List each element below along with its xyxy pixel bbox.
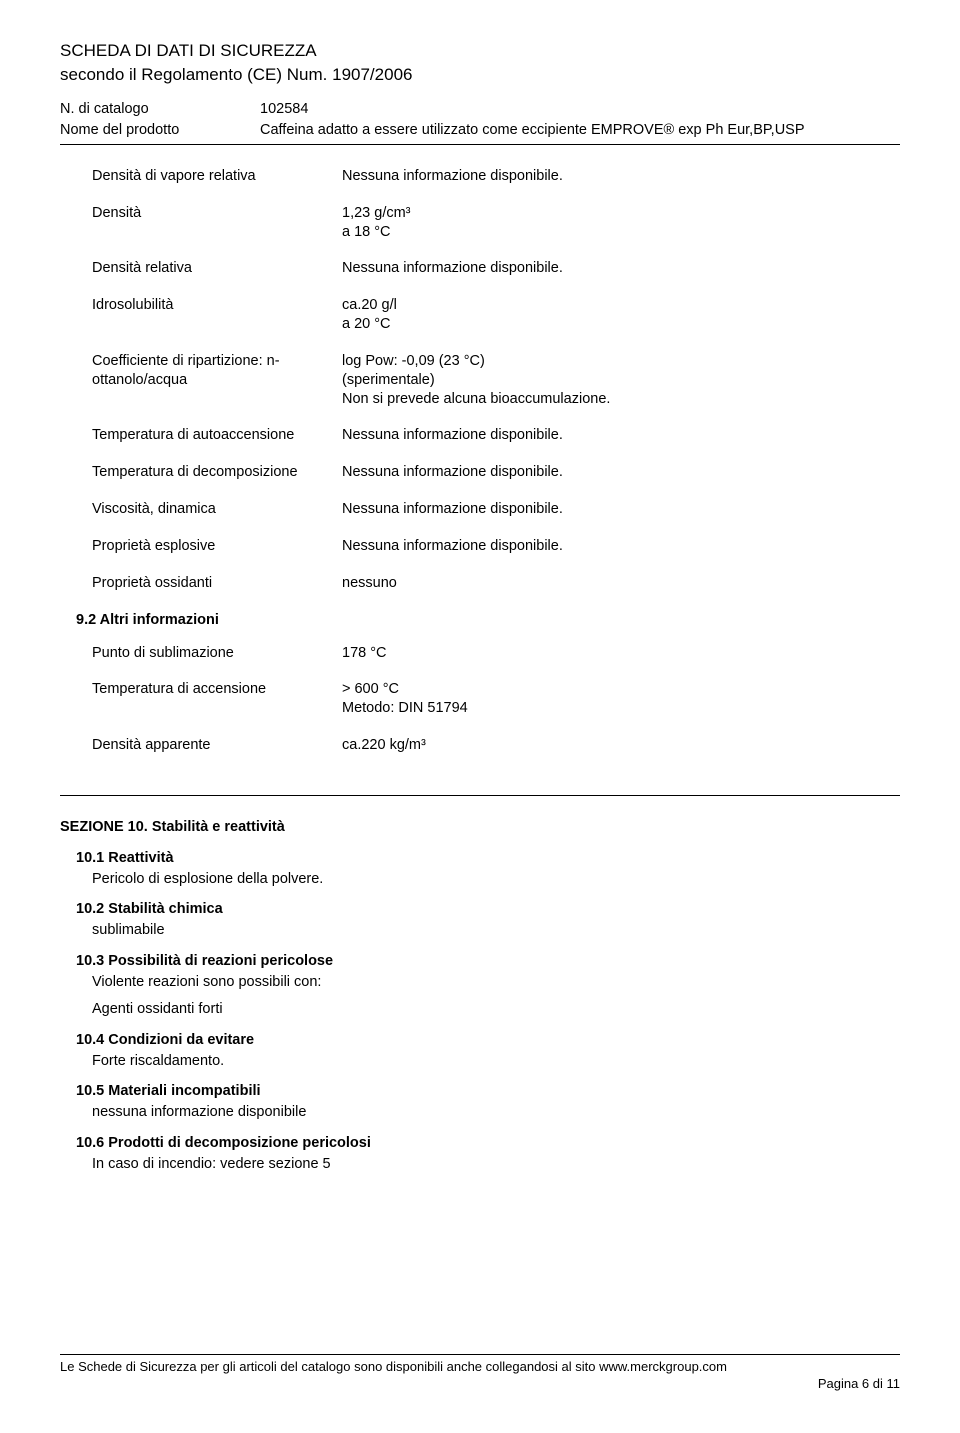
prop-value: 178 °C [342, 644, 900, 663]
section-10-1-body: Pericolo di esplosione della polvere. [92, 870, 900, 889]
prop-label: Densità relativa [92, 259, 342, 278]
page-footer: Le Schede di Sicurezza per gli articoli … [60, 1354, 900, 1393]
section-10-2-body: sublimabile [92, 921, 900, 940]
prop-label: Coefficiente di ripartizione: n-ottanolo… [92, 352, 342, 390]
prop-value: Nessuna informazione disponibile. [342, 463, 900, 482]
section-10-1-title: 10.1 Reattività [76, 849, 900, 868]
prop-value: Nessuna informazione disponibile. [342, 537, 900, 556]
section-10-6-body: In caso di incendio: vedere sezione 5 [92, 1155, 900, 1174]
prop-value: nessuno [342, 574, 900, 593]
prop-label: Viscosità, dinamica [92, 500, 342, 519]
properties-block: Densità di vapore relativaNessuna inform… [92, 167, 900, 593]
section-10-4-title: 10.4 Condizioni da evitare [76, 1031, 900, 1050]
prop-label: Temperatura di decomposizione [92, 463, 342, 482]
section-10-3-title: 10.3 Possibilità di reazioni pericolose [76, 952, 900, 971]
product-label: Nome del prodotto [60, 121, 260, 140]
sds-regulation: secondo il Regolamento (CE) Num. 1907/20… [60, 64, 900, 86]
section-10-5-title: 10.5 Materiali incompatibili [76, 1082, 900, 1101]
section-9-2-title: 9.2 Altri informazioni [76, 611, 900, 630]
prop-label: Densità apparente [92, 736, 342, 755]
prop-value: 1,23 g/cm³a 18 °C [342, 204, 900, 242]
header-divider [60, 144, 900, 145]
section-9-2-block: Punto di sublimazione178 °C Temperatura … [92, 644, 900, 755]
prop-value: > 600 °CMetodo: DIN 51794 [342, 680, 900, 718]
section-10-4-body: Forte riscaldamento. [92, 1052, 900, 1071]
catalog-label: N. di catalogo [60, 100, 260, 119]
section-divider [60, 795, 900, 796]
prop-value: ca.20 g/la 20 °C [342, 296, 900, 334]
prop-label: Proprietà ossidanti [92, 574, 342, 593]
section-10-5-body: nessuna informazione disponibile [92, 1103, 900, 1122]
prop-value: Nessuna informazione disponibile. [342, 500, 900, 519]
prop-value: log Pow: -0,09 (23 °C)(sperimentale)Non … [342, 352, 900, 409]
footer-page-number: Pagina 6 di 11 [60, 1376, 900, 1393]
footer-left-text: Le Schede di Sicurezza per gli articoli … [60, 1359, 727, 1376]
section-10-heading: SEZIONE 10. Stabilità e reattività [60, 818, 900, 837]
section-10-6-title: 10.6 Prodotti di decomposizione pericolo… [76, 1134, 900, 1153]
catalog-value: 102584 [260, 100, 900, 119]
section-10-3-body2: Agenti ossidanti forti [92, 1000, 900, 1019]
section-10-3-body1: Violente reazioni sono possibili con: [92, 973, 900, 992]
prop-value: Nessuna informazione disponibile. [342, 167, 900, 186]
prop-value: ca.220 kg/m³ [342, 736, 900, 755]
prop-label: Idrosolubilità [92, 296, 342, 315]
sds-title: SCHEDA DI DATI DI SICUREZZA [60, 40, 900, 62]
prop-label: Densità di vapore relativa [92, 167, 342, 186]
prop-value: Nessuna informazione disponibile. [342, 259, 900, 278]
prop-label: Proprietà esplosive [92, 537, 342, 556]
section-10-2-title: 10.2 Stabilità chimica [76, 900, 900, 919]
prop-value: Nessuna informazione disponibile. [342, 426, 900, 445]
prop-label: Temperatura di autoaccensione [92, 426, 342, 445]
prop-label: Punto di sublimazione [92, 644, 342, 663]
prop-label: Densità [92, 204, 342, 223]
product-value: Caffeina adatto a essere utilizzato come… [260, 121, 900, 140]
prop-label: Temperatura di accensione [92, 680, 342, 699]
